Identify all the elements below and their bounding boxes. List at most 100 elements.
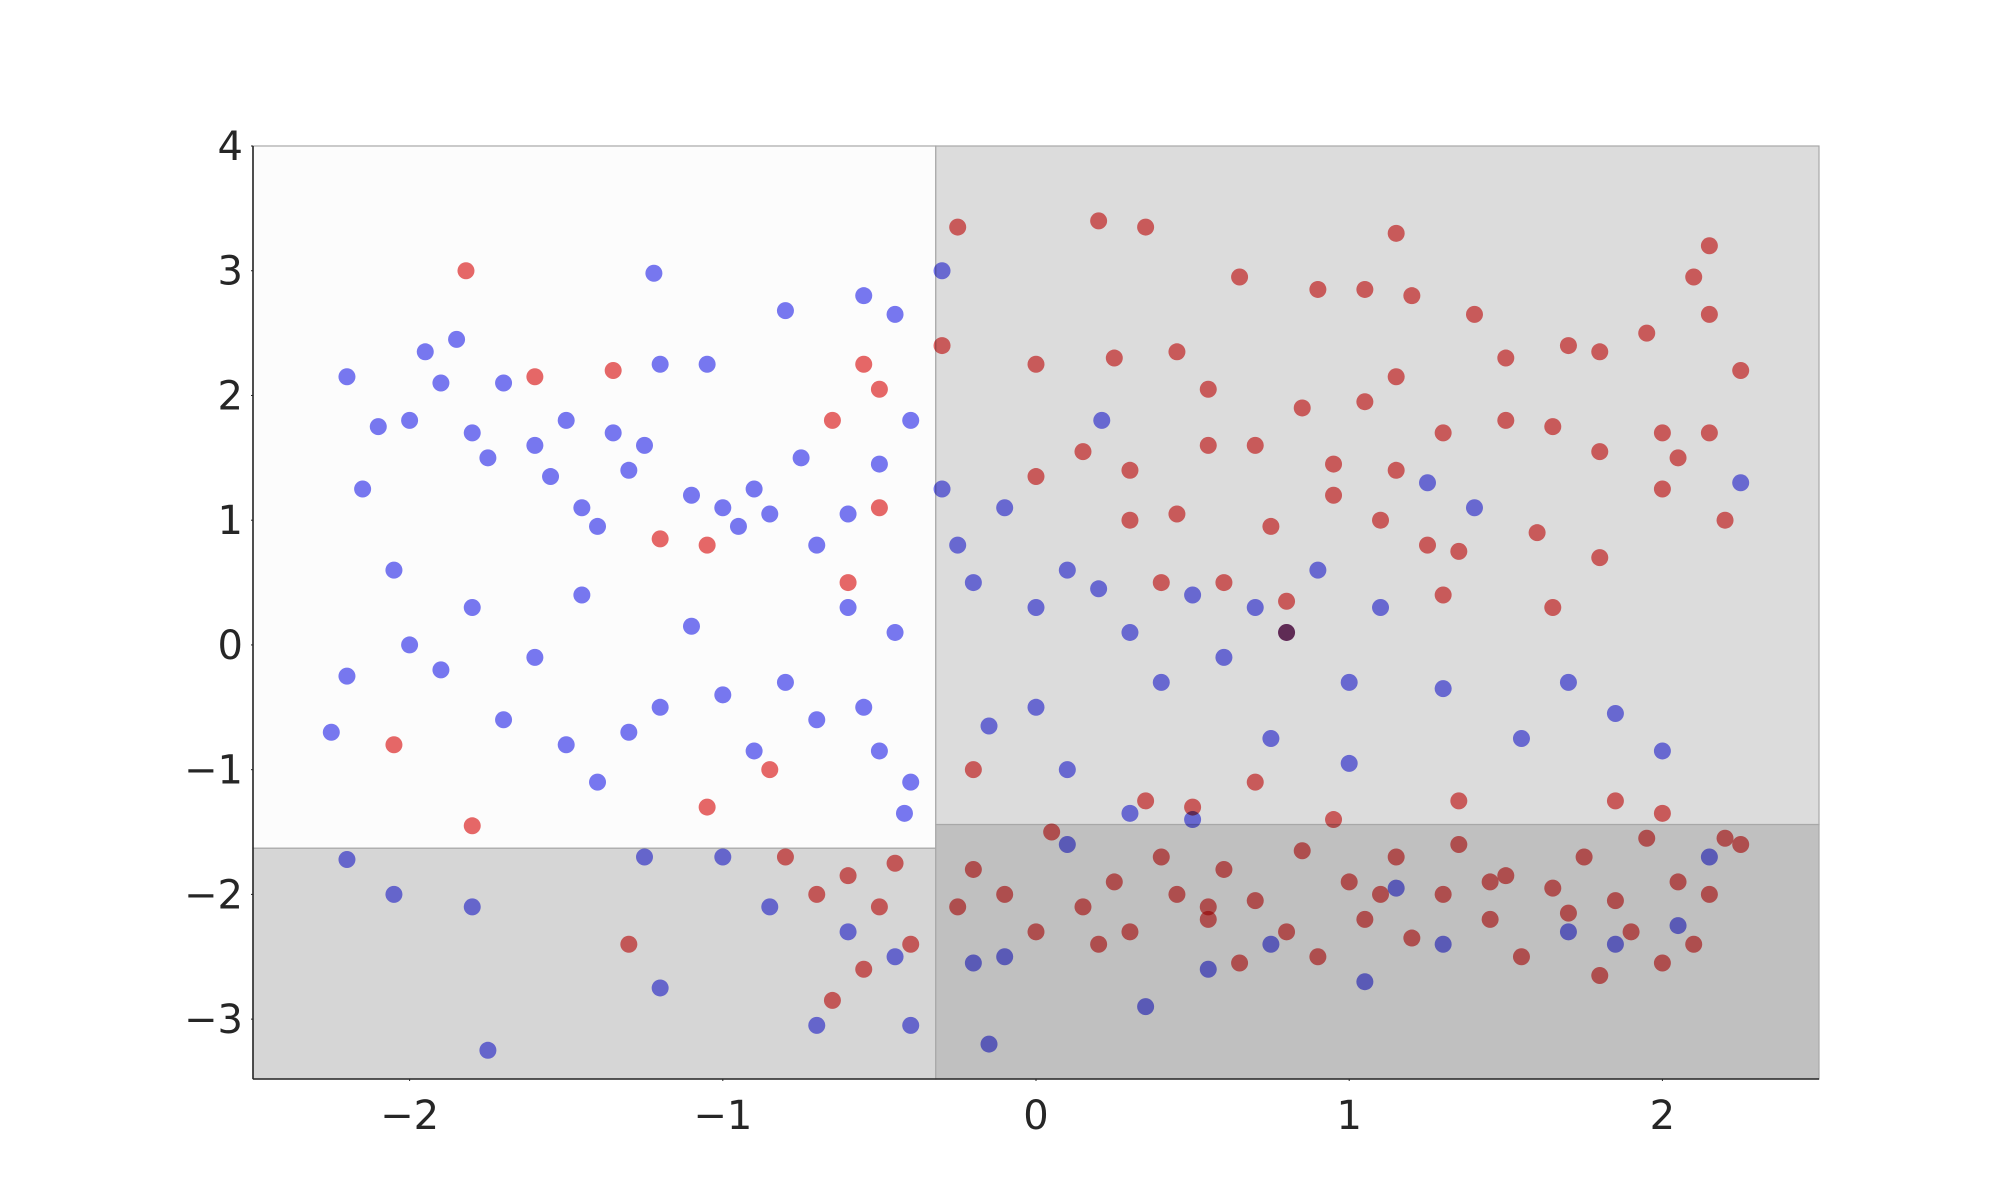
point [1121, 461, 1139, 479]
point [401, 636, 419, 654]
point [495, 374, 513, 392]
point [964, 860, 982, 878]
point [792, 449, 810, 467]
point [1184, 798, 1202, 816]
y-tick-label: 3 [218, 249, 243, 295]
point [1669, 449, 1687, 467]
axes: −2 −1 0 1 2 −3 −2 −1 0 1 2 3 4 [184, 124, 1819, 1139]
point [1653, 954, 1671, 972]
point [636, 436, 653, 454]
point [1058, 836, 1076, 854]
point [823, 991, 841, 1009]
point [557, 411, 575, 429]
point [604, 362, 622, 380]
point [1262, 935, 1280, 953]
point [526, 648, 544, 666]
point [1105, 873, 1123, 891]
point [338, 850, 356, 868]
point [870, 380, 888, 398]
point [1700, 424, 1718, 442]
x-tick-label: 0 [1023, 1093, 1048, 1139]
point [1403, 929, 1421, 947]
point [1231, 954, 1249, 972]
point [1309, 561, 1327, 579]
point [1387, 879, 1405, 897]
point [682, 486, 700, 504]
point [1653, 742, 1671, 760]
point [1434, 586, 1452, 604]
point [463, 599, 481, 617]
point [1278, 623, 1296, 641]
point [745, 480, 763, 498]
y-tick-label: 2 [218, 373, 243, 419]
point [1027, 468, 1045, 486]
point [1168, 885, 1186, 903]
point [1450, 792, 1468, 810]
point [1434, 680, 1452, 698]
point [933, 337, 951, 355]
point [1559, 337, 1577, 355]
point [589, 517, 607, 535]
point [1199, 910, 1217, 928]
point [1074, 898, 1092, 916]
point [1591, 549, 1609, 567]
point [1732, 362, 1750, 380]
point [870, 898, 888, 916]
point [1481, 873, 1499, 891]
point [1325, 811, 1343, 829]
point [855, 960, 873, 978]
point [1215, 648, 1233, 666]
region [252, 145, 937, 849]
point [1465, 499, 1483, 517]
y-tick-label: 4 [218, 124, 243, 170]
point [1669, 873, 1687, 891]
point [855, 287, 873, 305]
point [933, 262, 951, 280]
point [1215, 860, 1233, 878]
point [1246, 773, 1264, 791]
point [1700, 848, 1718, 866]
point [776, 673, 794, 691]
point [1340, 873, 1358, 891]
point [1199, 960, 1217, 978]
point [1528, 524, 1546, 542]
point [1622, 923, 1640, 941]
point [463, 424, 481, 442]
point [1419, 474, 1436, 492]
point [1606, 705, 1624, 723]
point [1575, 848, 1593, 866]
point [980, 717, 998, 735]
point [1199, 436, 1217, 454]
point [1262, 517, 1280, 535]
point [902, 411, 920, 429]
point [1027, 923, 1045, 941]
point [1700, 305, 1718, 323]
point [895, 804, 913, 822]
y-tick-label: 1 [218, 498, 243, 544]
y-tick-label: 0 [218, 623, 243, 669]
point [823, 411, 841, 429]
point [432, 661, 450, 679]
point [1716, 829, 1734, 847]
decision-regions [252, 145, 1820, 1080]
point [620, 461, 638, 479]
point [964, 761, 982, 779]
point [1434, 424, 1452, 442]
point [495, 711, 513, 729]
point [1700, 237, 1718, 255]
point [1387, 461, 1405, 479]
point [338, 368, 356, 386]
y-tick-label: −3 [184, 997, 243, 1043]
point [1700, 885, 1718, 903]
point [964, 954, 982, 972]
point [1512, 948, 1530, 966]
point [1121, 623, 1139, 641]
point [620, 723, 638, 741]
point [1512, 729, 1530, 747]
point [1309, 948, 1327, 966]
point [1544, 879, 1562, 897]
point [886, 948, 904, 966]
point [385, 736, 403, 754]
